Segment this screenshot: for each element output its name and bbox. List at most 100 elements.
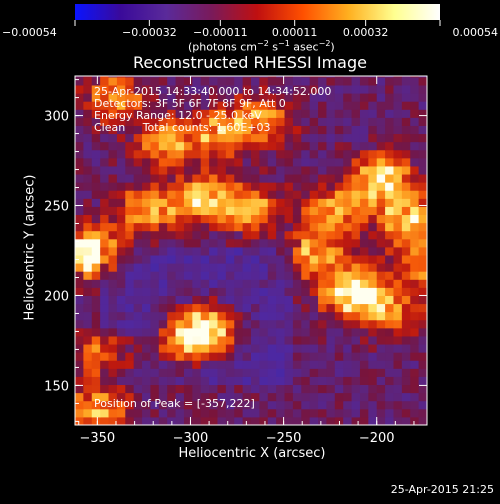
- heatmap-cell: [301, 311, 311, 321]
- heatmap-cell: [108, 238, 118, 248]
- heatmap-cell: [276, 238, 286, 248]
- heatmap-cell: [142, 344, 151, 353]
- heatmap-cell: [284, 165, 294, 175]
- heatmap-cell: [259, 416, 269, 425]
- heatmap-cell: [75, 214, 84, 224]
- heatmap-cell: [251, 327, 260, 337]
- y-tick-label: 250: [44, 200, 69, 215]
- heatmap-cell: [326, 327, 336, 337]
- heatmap-cell: [401, 368, 411, 377]
- heatmap-cell: [225, 327, 235, 337]
- heatmap-cell: [401, 165, 411, 175]
- heatmap-cell: [284, 263, 294, 272]
- heatmap-cell: [376, 408, 386, 418]
- heatmap-cell: [301, 174, 311, 183]
- heatmap-cell: [192, 344, 202, 353]
- heatmap-cell: [368, 408, 378, 418]
- heatmap-cell: [401, 222, 411, 232]
- heatmap-cell: [301, 165, 311, 175]
- heatmap-cell: [209, 392, 218, 402]
- heatmap-cell: [225, 149, 235, 159]
- heatmap-cell: [326, 214, 336, 224]
- heatmap-cell: [393, 125, 403, 135]
- heatmap-cell: [108, 287, 118, 296]
- heatmap-cell: [209, 182, 218, 191]
- heatmap-cell: [83, 416, 93, 425]
- heatmap-cell: [343, 76, 353, 78]
- heatmap-cell: [100, 133, 110, 143]
- heatmap-cell: [225, 198, 235, 207]
- heatmap-cell: [267, 246, 277, 256]
- heatmap-cell: [359, 190, 369, 199]
- heatmap-cell: [234, 214, 244, 224]
- heatmap-cell: [108, 279, 118, 288]
- heatmap-cell: [267, 101, 277, 110]
- heatmap-cell: [167, 230, 177, 240]
- heatmap-cell: [251, 190, 260, 199]
- heatmap-cell: [158, 319, 168, 329]
- heatmap-cell: [242, 263, 252, 272]
- heatmap-cell: [192, 311, 202, 321]
- heatmap-cell: [318, 271, 327, 280]
- heatmap-cell: [125, 400, 135, 410]
- heatmap-cell: [259, 238, 269, 248]
- heatmap-cell: [217, 76, 227, 86]
- heatmap-cell: [142, 400, 151, 410]
- heatmap-cell: [309, 174, 319, 183]
- heatmap-cell: [401, 319, 411, 329]
- heatmap-cell: [276, 149, 286, 159]
- heatmap-cell: [225, 141, 235, 151]
- heatmap-cell: [284, 319, 294, 329]
- heatmap-cell: [292, 360, 302, 369]
- heatmap-cell: [158, 287, 168, 296]
- heatmap-cell: [251, 271, 260, 280]
- heatmap-cell: [267, 392, 277, 402]
- heatmap-cell: [251, 165, 260, 175]
- heatmap-cell: [376, 222, 386, 232]
- heatmap-cell: [376, 279, 386, 288]
- heatmap-cell: [116, 311, 126, 321]
- heatmap-cell: [334, 271, 344, 280]
- heatmap-cell: [318, 246, 327, 256]
- heatmap-cell: [267, 198, 277, 207]
- heatmap-cell: [100, 400, 110, 410]
- heatmap-cell: [100, 368, 110, 377]
- heatmap-cell: [351, 295, 361, 305]
- heatmap-cell: [183, 408, 193, 418]
- heatmap-cell: [326, 222, 336, 232]
- heatmap-cell: [318, 157, 327, 167]
- heatmap-cell: [192, 384, 202, 394]
- heatmap-cell: [351, 303, 361, 313]
- heatmap-cell: [376, 295, 386, 305]
- heatmap-cell: [351, 392, 361, 402]
- heatmap-cell: [150, 206, 160, 216]
- heatmap-cell: [318, 182, 327, 191]
- heatmap-cell: [251, 319, 260, 329]
- heatmap-cell: [284, 311, 294, 321]
- heatmap-cell: [301, 76, 311, 78]
- heatmap-cell: [150, 392, 160, 402]
- heatmap-cell: [83, 344, 93, 353]
- heatmap-cell: [401, 174, 411, 183]
- heatmap-cell: [418, 360, 427, 369]
- heatmap-cell: [326, 182, 336, 191]
- heatmap-cell: [418, 376, 427, 386]
- heatmap-cell: [209, 141, 218, 151]
- heatmap-cell: [334, 198, 344, 207]
- heatmap-cell: [359, 206, 369, 216]
- heatmap-cell: [91, 271, 101, 280]
- heatmap-cell: [401, 384, 411, 394]
- heatmap-cell: [167, 352, 177, 361]
- heatmap-cell: [359, 352, 369, 361]
- heatmap-cell: [326, 174, 336, 183]
- heatmap-cell: [351, 327, 361, 337]
- heatmap-cell: [334, 230, 344, 240]
- heatmap-cell: [410, 376, 420, 386]
- heatmap-cell: [158, 344, 168, 353]
- heatmap-cell: [359, 76, 369, 78]
- heatmap-cell: [75, 368, 84, 377]
- heatmap-cell: [284, 222, 294, 232]
- heatmap-cell: [359, 416, 369, 425]
- heatmap-cell: [259, 109, 269, 118]
- heatmap-cell: [125, 117, 135, 126]
